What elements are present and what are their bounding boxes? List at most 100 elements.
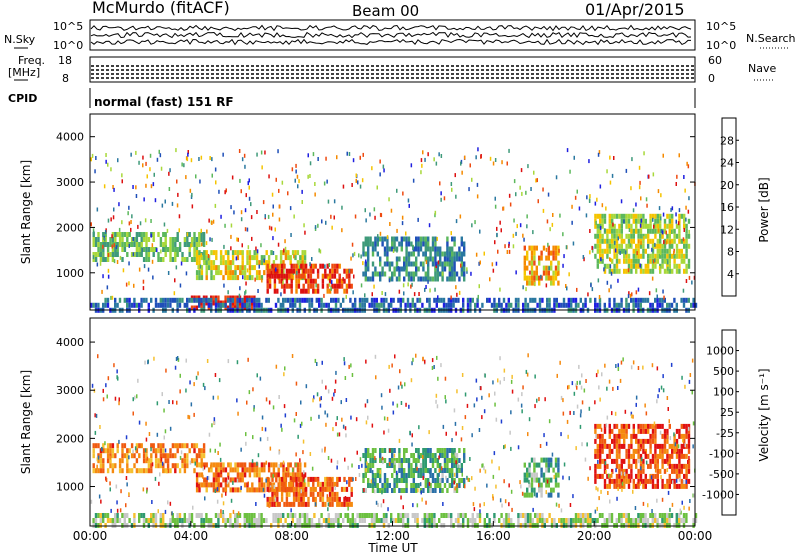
heat-speck: [163, 222, 166, 227]
heat-cell: [362, 473, 365, 478]
heat-speck: [176, 179, 178, 184]
heat-cell: [673, 478, 676, 484]
heat-speck: [671, 206, 674, 211]
heat-speck: [515, 270, 517, 275]
heat-speck: [300, 400, 302, 405]
heat-speck: [257, 453, 260, 458]
heat-speck: [558, 261, 560, 266]
heat-cell: [334, 518, 338, 523]
heat-cell: [642, 458, 645, 464]
heat-cell: [523, 260, 526, 266]
heat-cell: [219, 472, 223, 478]
heat-speck: [413, 292, 416, 297]
heat-speck: [407, 282, 409, 287]
freq-label-line2: [MHz]: [8, 66, 40, 79]
heat-cell: [421, 518, 424, 523]
heat-speck: [654, 468, 657, 473]
heat-speck: [558, 248, 560, 253]
heat-speck: [348, 152, 351, 156]
heat-cell: [212, 477, 216, 483]
heat-cell: [290, 501, 293, 507]
heat-speck: [675, 219, 677, 224]
heat-cell: [603, 248, 607, 254]
heat-cell: [266, 273, 269, 279]
heat-cell: [560, 302, 563, 308]
heat-cell: [630, 233, 633, 239]
heat-cell: [270, 482, 273, 488]
x-tick-label: 08:00: [274, 529, 309, 543]
heat-cell: [611, 233, 614, 239]
heat-speck: [146, 456, 149, 461]
heat-cell: [535, 492, 538, 498]
heat-speck: [230, 205, 232, 210]
heat-speck: [321, 379, 323, 384]
heat-cell: [623, 253, 626, 259]
heat-cell: [198, 302, 201, 308]
heat-speck: [576, 385, 578, 390]
heat-cell: [654, 473, 657, 479]
heat-speck: [627, 294, 630, 299]
heat-cell: [644, 513, 647, 518]
heat-cell: [198, 513, 201, 518]
heat-cell: [659, 268, 662, 274]
heat-speck: [567, 434, 569, 439]
heat-cell: [535, 265, 538, 271]
heat-speck: [656, 498, 658, 503]
heat-speck: [238, 149, 241, 153]
heat-speck: [600, 489, 602, 494]
heat-cell: [671, 218, 674, 224]
heat-cell: [291, 302, 294, 308]
heat-cell: [436, 473, 439, 478]
heat-speck: [404, 265, 406, 270]
heat-cell: [304, 491, 308, 497]
heat-cell: [618, 443, 621, 449]
heat-speck: [675, 212, 677, 217]
heat-speck: [659, 430, 662, 435]
heat-cell: [123, 513, 126, 518]
heat-speck: [391, 363, 393, 368]
heat-cell: [284, 477, 288, 483]
heat-speck: [420, 170, 422, 175]
heat-speck: [344, 426, 347, 431]
heat-cell: [296, 487, 300, 493]
heat-cell: [632, 258, 635, 264]
heat-cell: [358, 518, 362, 523]
heat-speck: [508, 241, 510, 246]
heat-speck: [314, 192, 316, 197]
heat-speck: [240, 447, 242, 452]
heat-cell: [398, 478, 401, 483]
heat-cell: [639, 513, 642, 518]
heat-speck: [545, 490, 547, 495]
heat-speck: [299, 458, 301, 463]
heat-speck: [189, 460, 192, 465]
heat-cell: [459, 513, 462, 518]
heat-speck: [238, 293, 241, 298]
heat-cell: [451, 483, 454, 488]
heat-cell: [666, 448, 669, 454]
heat-cell: [632, 518, 635, 523]
heat-cell: [297, 501, 301, 507]
heat-speck: [638, 239, 640, 244]
heat-speck: [434, 210, 437, 215]
heat-cell: [608, 228, 611, 234]
heat-cell: [685, 268, 688, 274]
heat-speck: [587, 292, 589, 297]
heat-cell: [666, 302, 669, 308]
heat-cell: [327, 518, 330, 523]
heat-cell: [222, 255, 225, 261]
heat-cell: [407, 236, 411, 242]
heat-cell: [362, 251, 365, 257]
heat-speck: [296, 174, 299, 179]
heat-cell: [188, 242, 191, 247]
heat-cell: [395, 236, 399, 242]
heat-speck: [452, 473, 454, 478]
x-tick-label: 16:00: [476, 529, 511, 543]
heat-speck: [358, 473, 361, 477]
heat-cell: [376, 271, 379, 277]
heat-cell: [276, 273, 279, 279]
heat-cell: [463, 271, 466, 277]
heat-cell: [142, 513, 146, 518]
heat-speck: [471, 223, 473, 228]
heat-cell: [188, 518, 191, 523]
heat-cell: [535, 462, 538, 468]
